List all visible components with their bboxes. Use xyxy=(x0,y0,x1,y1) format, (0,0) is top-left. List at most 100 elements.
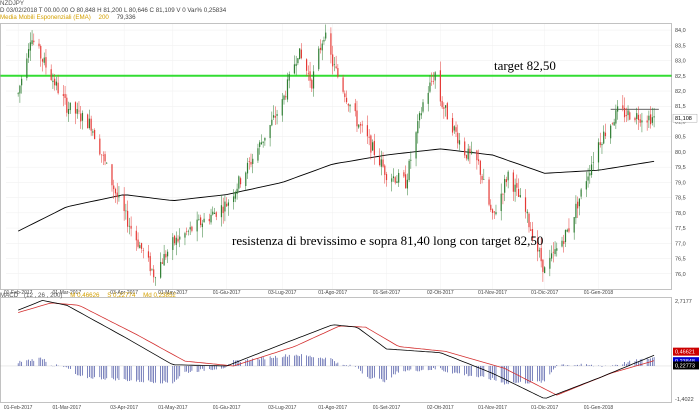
candle-body xyxy=(55,81,57,86)
candle-body xyxy=(236,188,238,194)
candle-body xyxy=(26,58,28,79)
candle xyxy=(585,171,587,198)
candle xyxy=(490,199,492,212)
candle-body xyxy=(345,97,348,103)
candle-body xyxy=(246,162,249,174)
candle xyxy=(99,134,101,156)
x-tick-label: 01-Ago-2017 xyxy=(318,290,347,296)
candle xyxy=(597,138,600,172)
candle xyxy=(285,90,287,100)
candle-body xyxy=(396,181,398,184)
x-tick-label: 01-Feb-2017 xyxy=(4,290,33,296)
candle xyxy=(384,164,386,184)
candle-body xyxy=(142,250,144,251)
candle xyxy=(55,76,57,91)
candle-body xyxy=(650,114,652,125)
candle-body xyxy=(651,117,653,123)
candle xyxy=(288,71,290,89)
candle xyxy=(128,217,130,235)
candle xyxy=(573,216,575,240)
candle xyxy=(429,75,431,94)
candle xyxy=(222,197,224,224)
candle xyxy=(67,101,70,122)
candle-body xyxy=(354,103,356,112)
candle xyxy=(531,221,534,243)
candle-body xyxy=(222,206,224,214)
candle-body xyxy=(319,47,322,50)
candle-body xyxy=(175,237,177,245)
candle-body xyxy=(226,203,228,207)
candle-body xyxy=(405,174,407,189)
candle xyxy=(613,118,615,126)
candle xyxy=(274,106,276,125)
x-tick-label: 01-May-2017 xyxy=(158,290,188,296)
candle-body xyxy=(483,179,485,180)
candle xyxy=(233,189,235,210)
price-panel-frame xyxy=(0,23,672,290)
candle-body xyxy=(469,148,471,154)
candle-body xyxy=(118,195,120,198)
candle xyxy=(650,106,652,129)
candle-body xyxy=(177,238,179,242)
candle xyxy=(455,121,457,138)
candle-body xyxy=(429,82,431,92)
macd-line xyxy=(18,299,655,399)
candle-body xyxy=(200,217,202,226)
candle-body xyxy=(464,141,466,156)
candle xyxy=(191,225,193,233)
candle xyxy=(443,102,445,119)
candle xyxy=(43,52,45,66)
candle xyxy=(418,111,421,129)
candle xyxy=(342,74,344,94)
candle-body xyxy=(285,96,287,98)
candle-body xyxy=(116,192,118,198)
candle xyxy=(457,124,459,149)
candle-body xyxy=(368,136,370,138)
macd-x-tick-label: 01-Feb-2017 xyxy=(4,405,33,411)
candle-body xyxy=(526,211,528,214)
candle-body xyxy=(373,140,375,155)
candle xyxy=(198,214,200,221)
candle xyxy=(648,110,650,128)
candle-body xyxy=(66,97,68,113)
candle xyxy=(227,199,230,216)
candle xyxy=(526,209,528,223)
candle-body xyxy=(575,203,577,219)
candle-body xyxy=(286,79,289,100)
candle-body xyxy=(639,119,641,123)
candle-body xyxy=(408,160,410,181)
candle xyxy=(153,265,155,283)
candle-body xyxy=(52,80,54,83)
candle-body xyxy=(531,229,534,241)
candle xyxy=(568,218,570,234)
candle-body xyxy=(585,181,587,190)
price-tick-label: 76,5 xyxy=(675,257,686,263)
candle xyxy=(604,123,607,140)
candle xyxy=(483,168,485,180)
candle-body xyxy=(128,225,130,227)
candle-body xyxy=(446,103,448,120)
candle xyxy=(259,140,261,155)
candle-body xyxy=(398,172,400,183)
candle xyxy=(349,103,351,113)
candle-body xyxy=(130,225,132,229)
candle-body xyxy=(187,230,190,232)
candle xyxy=(641,112,643,133)
candle-body xyxy=(325,32,327,39)
candle xyxy=(111,163,113,192)
candle xyxy=(203,212,205,223)
candle xyxy=(366,115,369,144)
candle xyxy=(186,227,188,236)
candle xyxy=(540,237,542,268)
candle-body xyxy=(417,121,419,134)
candle-body xyxy=(370,135,372,153)
candle-body xyxy=(347,104,349,106)
candle-body xyxy=(38,43,40,47)
candle-body xyxy=(415,132,417,159)
candle xyxy=(234,190,236,203)
price-tick-label: 80,0 xyxy=(675,150,686,156)
candle-body xyxy=(264,137,266,141)
candle xyxy=(505,176,508,187)
price-tick-label: 79,5 xyxy=(675,165,686,171)
candle-body xyxy=(19,85,21,94)
